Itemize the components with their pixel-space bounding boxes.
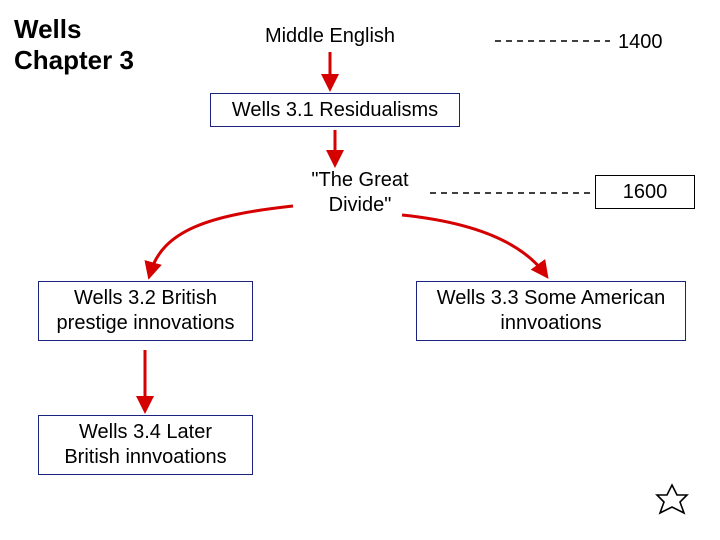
great-divide-line1: "The Great: [311, 169, 408, 191]
box-later-british-line2: British innvoations: [64, 446, 226, 468]
box-british-prestige-line1: Wells 3.2 British: [74, 287, 217, 309]
great-divide-line2: Divide": [329, 194, 392, 216]
box-residualisms: Wells 3.1 Residualisms: [210, 93, 460, 127]
great-divide-label: "The Great Divide": [295, 168, 425, 218]
arrow-divide-to-american: [402, 215, 545, 274]
nav-star-icon: [657, 485, 687, 513]
page-title: Wells Chapter 3: [14, 14, 134, 76]
year-1400-label: 1400: [618, 30, 663, 55]
arrow-divide-to-british: [150, 206, 293, 274]
title-line1: Wells: [14, 14, 81, 44]
year-1600-text: 1600: [623, 180, 668, 205]
box-later-british-line1: Wells 3.4 Later: [79, 421, 212, 443]
title-line2: Chapter 3: [14, 45, 134, 75]
box-later-british: Wells 3.4 Later British innvoations: [38, 415, 253, 475]
box-american-innovations: Wells 3.3 Some American innvoations: [416, 281, 686, 341]
year-1600-box: 1600: [595, 175, 695, 209]
box-british-prestige: Wells 3.2 British prestige innovations: [38, 281, 253, 341]
box-american-line2: innvoations: [500, 312, 601, 334]
box-british-prestige-line2: prestige innovations: [57, 312, 235, 334]
middle-english-label: Middle English: [245, 24, 415, 49]
box-american-line1: Wells 3.3 Some American: [437, 287, 666, 309]
box-residualisms-text: Wells 3.1 Residualisms: [232, 98, 438, 123]
